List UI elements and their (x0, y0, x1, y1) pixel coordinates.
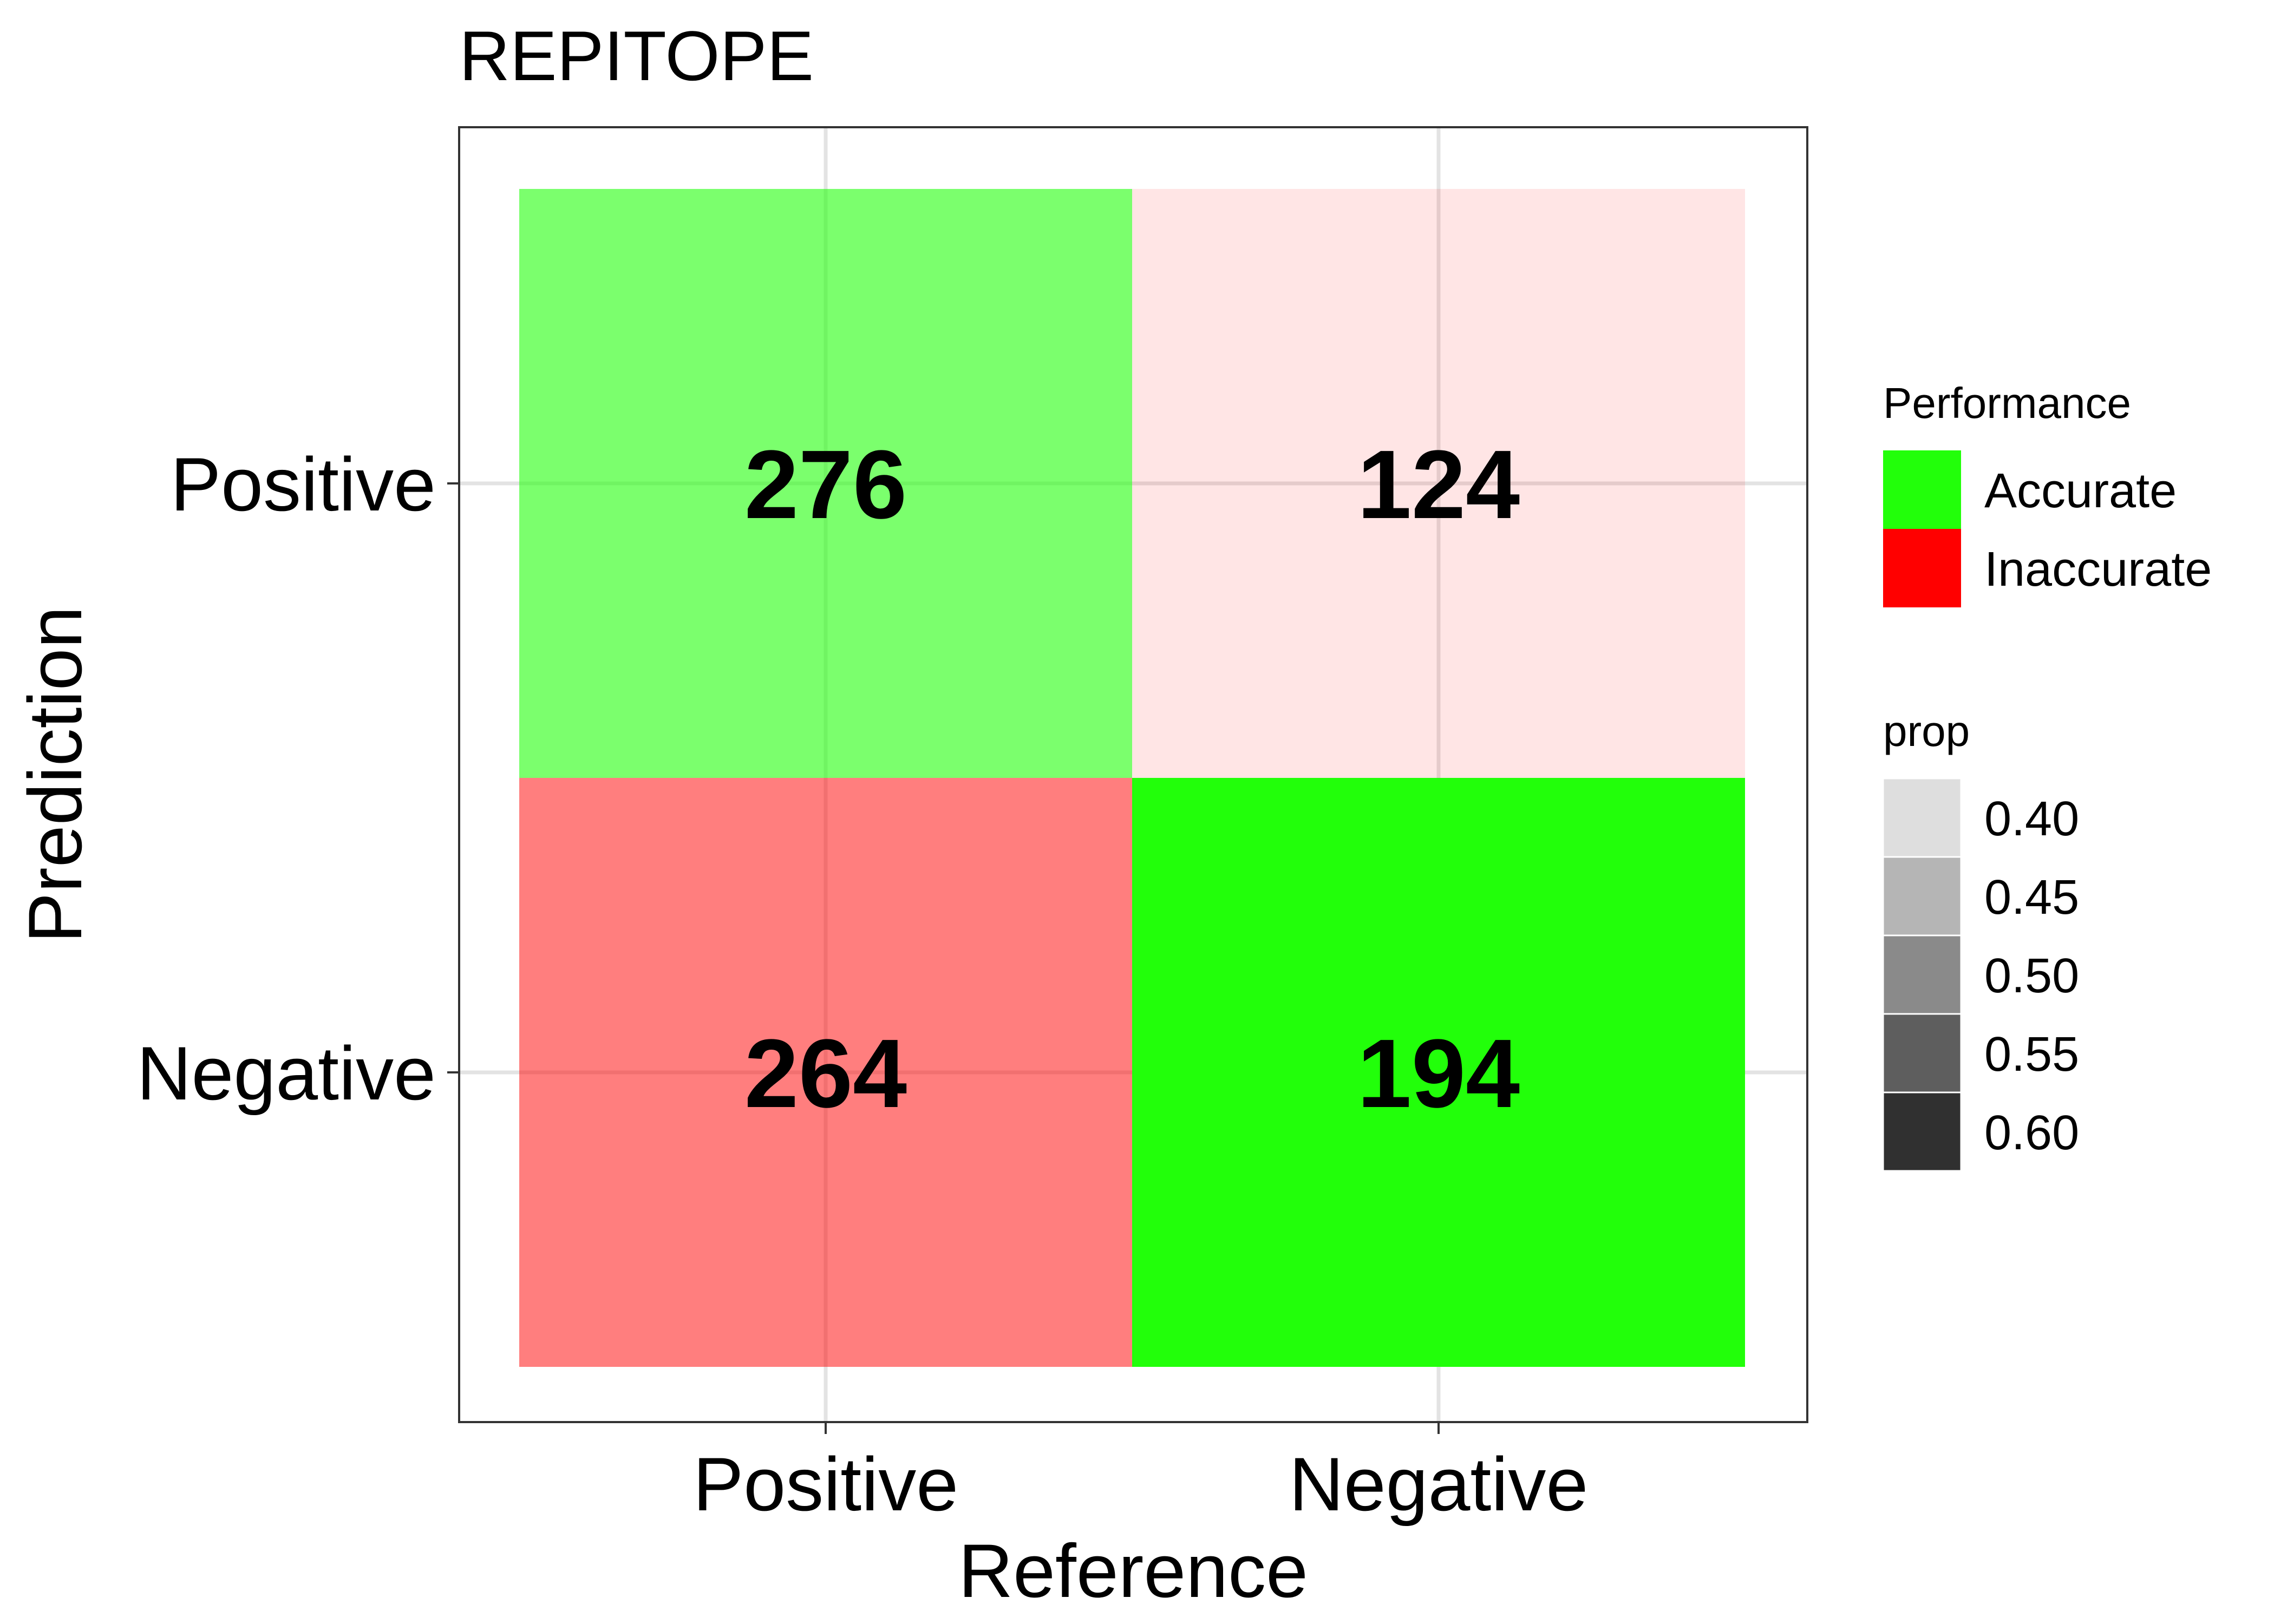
legend-label-inaccurate: Inaccurate (1984, 542, 2212, 597)
y-tick-label-positive: Positive (171, 442, 436, 527)
cell-positive-positive (519, 189, 1132, 778)
performance-legend-title: Performance (1883, 379, 2131, 427)
prop-key-0-45 (1882, 856, 1962, 937)
prop-key-0-55 (1882, 1013, 1962, 1093)
heatmap-cells (519, 189, 1745, 1367)
cell-positive-positive-label: 276 (744, 430, 907, 539)
prop-key-0-50 (1882, 934, 1962, 1015)
prop-label-0-40: 0.40 (1984, 792, 2079, 846)
y-axis: Positive Negative (136, 442, 459, 1116)
x-tick-label-positive: Positive (693, 1442, 958, 1527)
prop-label-0-60: 0.60 (1984, 1106, 2079, 1160)
legend-label-accurate: Accurate (1984, 464, 2177, 518)
plot-panel-border (458, 126, 1808, 1423)
legend-key-inaccurate (1883, 529, 1961, 607)
cell-negative-positive-label: 264 (744, 1019, 907, 1128)
chart-title: REPITOPE (459, 16, 814, 95)
performance-legend: Performance Accurate Inaccurate (1883, 379, 2212, 607)
prop-key-0-40 (1882, 777, 1962, 858)
prop-legend-title: prop (1883, 707, 1970, 755)
prop-key-0-60 (1882, 1091, 1962, 1172)
cell-negative-positive (519, 778, 1132, 1367)
cell-positive-negative (1132, 189, 1745, 778)
x-axis: Positive Negative (693, 1422, 1588, 1527)
y-axis-title: Prediction (12, 606, 97, 944)
legend-key-accurate (1883, 450, 1961, 529)
x-axis-title: Reference (958, 1528, 1308, 1613)
cell-value-labels: 276 124 264 194 (744, 430, 1520, 1128)
cell-negative-negative-label: 194 (1357, 1019, 1520, 1128)
cell-negative-negative (1132, 778, 1745, 1367)
cell-positive-negative-label: 124 (1357, 430, 1520, 539)
y-tick-label-negative: Negative (136, 1031, 436, 1116)
x-tick-label-negative: Negative (1289, 1442, 1589, 1527)
prop-legend: prop 0.40 0.45 0.50 0.55 0.60 (1882, 707, 2079, 1172)
prop-label-0-55: 0.55 (1984, 1027, 2079, 1082)
prop-label-0-50: 0.50 (1984, 949, 2079, 1003)
prop-label-0-45: 0.45 (1984, 870, 2079, 925)
